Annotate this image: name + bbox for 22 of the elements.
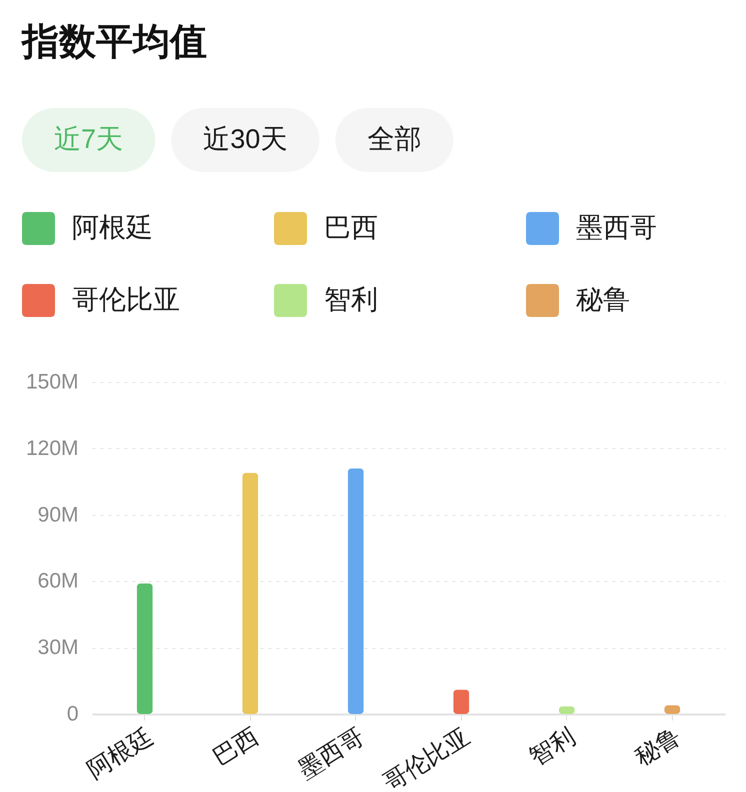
y-tick-label: 60M xyxy=(38,570,78,593)
x-tick-label: 巴西 xyxy=(208,722,264,772)
legend-label: 墨西哥 xyxy=(576,212,657,242)
legend-label: 巴西 xyxy=(324,212,378,242)
chart-title: 指数平均值 xyxy=(20,21,207,62)
y-tick-label: 120M xyxy=(26,436,78,460)
y-tick-label: 90M xyxy=(38,503,78,526)
x-tick-label: 哥伦比亚 xyxy=(378,722,474,792)
legend-label: 阿根廷 xyxy=(72,212,153,242)
x-tick-label: 墨西哥 xyxy=(294,722,369,784)
y-tick-label: 30M xyxy=(38,636,78,660)
text: 近7天 xyxy=(54,124,124,154)
text: 近30天 xyxy=(203,124,288,154)
legend-label: 智利 xyxy=(324,284,378,314)
text: 全部 xyxy=(367,124,422,154)
legend-label: 哥伦比亚 xyxy=(72,284,180,314)
y-tick-label: 0 xyxy=(66,702,78,726)
y-tick-label: 150M xyxy=(26,370,78,394)
legend-label: 秘鲁 xyxy=(576,284,630,314)
x-tick-label: 阿根廷 xyxy=(82,722,158,784)
x-tick-label: 智利 xyxy=(524,722,580,772)
x-tick-label: 秘鲁 xyxy=(630,722,686,772)
